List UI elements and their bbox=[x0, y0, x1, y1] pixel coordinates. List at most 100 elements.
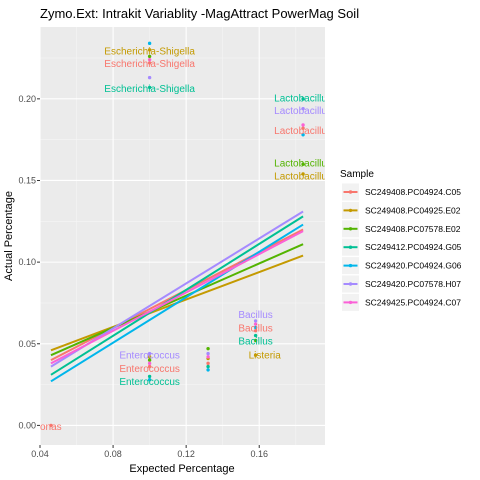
legend-key-point bbox=[348, 245, 353, 249]
legend-items: SC249408.PC04924.C05 SC249408.PC04925.E02… bbox=[342, 183, 462, 311]
point-label: Enterococcus bbox=[119, 364, 180, 375]
y-tick-label: 0.00 bbox=[18, 420, 36, 430]
legend-label: SC249420.PC07578.H07 bbox=[365, 279, 461, 289]
legend-label: SC249420.PC04924.G06 bbox=[365, 261, 462, 271]
data-point bbox=[301, 133, 305, 137]
legend-key-point bbox=[348, 300, 353, 305]
data-point bbox=[147, 364, 152, 369]
data-point bbox=[147, 351, 152, 356]
data-point bbox=[253, 353, 258, 357]
legend-item: SC249408.PC04924.C05 bbox=[342, 183, 461, 201]
data-point bbox=[147, 358, 152, 362]
data-point bbox=[147, 54, 152, 59]
data-points bbox=[49, 41, 305, 428]
plot-panel bbox=[40, 27, 325, 445]
grid-major bbox=[39, 27, 325, 445]
data-point bbox=[301, 162, 305, 166]
data-point bbox=[253, 319, 258, 323]
y-axis-ticks: 0.00 0.05 0.10 0.15 0.20 bbox=[18, 94, 40, 430]
data-point bbox=[147, 361, 152, 366]
point-label: Bacillus bbox=[238, 323, 272, 334]
fit-line bbox=[50, 243, 304, 357]
data-point bbox=[301, 106, 305, 111]
legend-key-point bbox=[348, 227, 353, 231]
fit-lines bbox=[50, 210, 304, 383]
data-point bbox=[253, 338, 258, 343]
x-axis-title: Expected Percentage bbox=[129, 463, 234, 475]
data-point bbox=[253, 329, 258, 333]
data-point bbox=[206, 368, 210, 372]
data-point bbox=[147, 41, 152, 46]
fit-line bbox=[50, 230, 304, 365]
data-point bbox=[206, 364, 210, 369]
fit-line bbox=[50, 223, 304, 383]
legend-item: SC249408.PC04925.E02 bbox=[342, 201, 461, 219]
point-label: Bacillus bbox=[238, 336, 272, 347]
legend-key-point bbox=[348, 208, 353, 213]
grid-minor bbox=[40, 27, 325, 445]
y-tick-label: 0.10 bbox=[18, 257, 36, 267]
legend-item: SC249408.PC07578.E02 bbox=[342, 220, 461, 238]
legend: Sample SC249408.PC04924.C05SC249408.PC04… bbox=[340, 169, 462, 311]
data-point bbox=[147, 48, 152, 52]
point-label: Escherichia-Shigella bbox=[104, 59, 195, 70]
data-point bbox=[253, 325, 258, 330]
legend-label: SC249408.PC04924.C05 bbox=[365, 187, 461, 197]
data-point bbox=[147, 355, 152, 359]
x-tick-label: 0.12 bbox=[177, 449, 195, 459]
x-tick-label: 0.04 bbox=[31, 449, 49, 459]
point-label: Enterococcus bbox=[119, 377, 180, 388]
y-axis-title: Actual Percentage bbox=[3, 191, 15, 281]
point-label: Listeria bbox=[249, 351, 282, 362]
legend-label: SC249425.PC04924.C07 bbox=[365, 297, 461, 307]
data-point bbox=[147, 85, 152, 90]
legend-label: SC249408.PC07578.E02 bbox=[365, 224, 461, 234]
data-point bbox=[206, 361, 210, 366]
y-tick-label: 0.15 bbox=[18, 175, 36, 185]
data-point bbox=[206, 355, 210, 359]
point-label: Lactobacillus bbox=[274, 159, 332, 170]
point-label: Lactobacillus bbox=[274, 94, 332, 105]
x-tick-label: 0.16 bbox=[250, 449, 268, 459]
point-label: Lactobacillus bbox=[274, 106, 332, 117]
fit-line bbox=[50, 215, 304, 376]
x-tick-label: 0.08 bbox=[104, 449, 122, 459]
data-point bbox=[253, 322, 258, 326]
legend-label: SC249408.PC04925.E02 bbox=[365, 205, 461, 215]
point-label: Enterococcus bbox=[119, 351, 180, 362]
y-tick-label: 0.05 bbox=[18, 339, 36, 349]
point-label: Lactobacillus bbox=[274, 172, 332, 183]
legend-item: SC249412.PC04924.G05 bbox=[342, 238, 462, 256]
data-point bbox=[147, 75, 152, 80]
data-point bbox=[301, 97, 305, 101]
point-label: Bacillus bbox=[238, 310, 272, 321]
data-point bbox=[49, 423, 53, 428]
point-label: Escherichia-Shigella bbox=[104, 47, 195, 58]
point-label: Lactobacillus bbox=[274, 126, 332, 137]
chart-title: Zymo.Ext: Intrakit Variablity -MagAttrac… bbox=[40, 6, 359, 21]
data-point bbox=[147, 61, 152, 65]
point-labels: Escherichia-ShigellaEscherichia-Shigella… bbox=[18, 47, 332, 433]
data-point bbox=[206, 346, 210, 351]
legend-key-point bbox=[348, 282, 353, 286]
data-point bbox=[301, 123, 305, 127]
data-point bbox=[147, 374, 152, 379]
legend-item: SC249420.PC04924.G06 bbox=[342, 257, 462, 275]
legend-item: SC249425.PC04924.C07 bbox=[342, 293, 461, 311]
point-label: idomonas bbox=[18, 422, 61, 433]
legend-title: Sample bbox=[340, 169, 374, 180]
x-axis-ticks: 0.04 0.08 0.12 0.16 bbox=[31, 445, 268, 459]
legend-item: SC249420.PC07578.H07 bbox=[342, 275, 461, 293]
y-tick-label: 0.20 bbox=[18, 94, 36, 104]
data-point bbox=[253, 333, 258, 338]
data-point bbox=[206, 351, 210, 356]
legend-key-point bbox=[348, 263, 353, 268]
data-point bbox=[301, 172, 305, 176]
point-label: Escherichia-Shigella bbox=[104, 84, 195, 95]
data-point bbox=[147, 57, 152, 62]
data-point bbox=[301, 126, 305, 130]
legend-label: SC249412.PC04924.G05 bbox=[365, 242, 462, 252]
data-point bbox=[147, 377, 152, 382]
legend-key-point bbox=[348, 190, 353, 194]
